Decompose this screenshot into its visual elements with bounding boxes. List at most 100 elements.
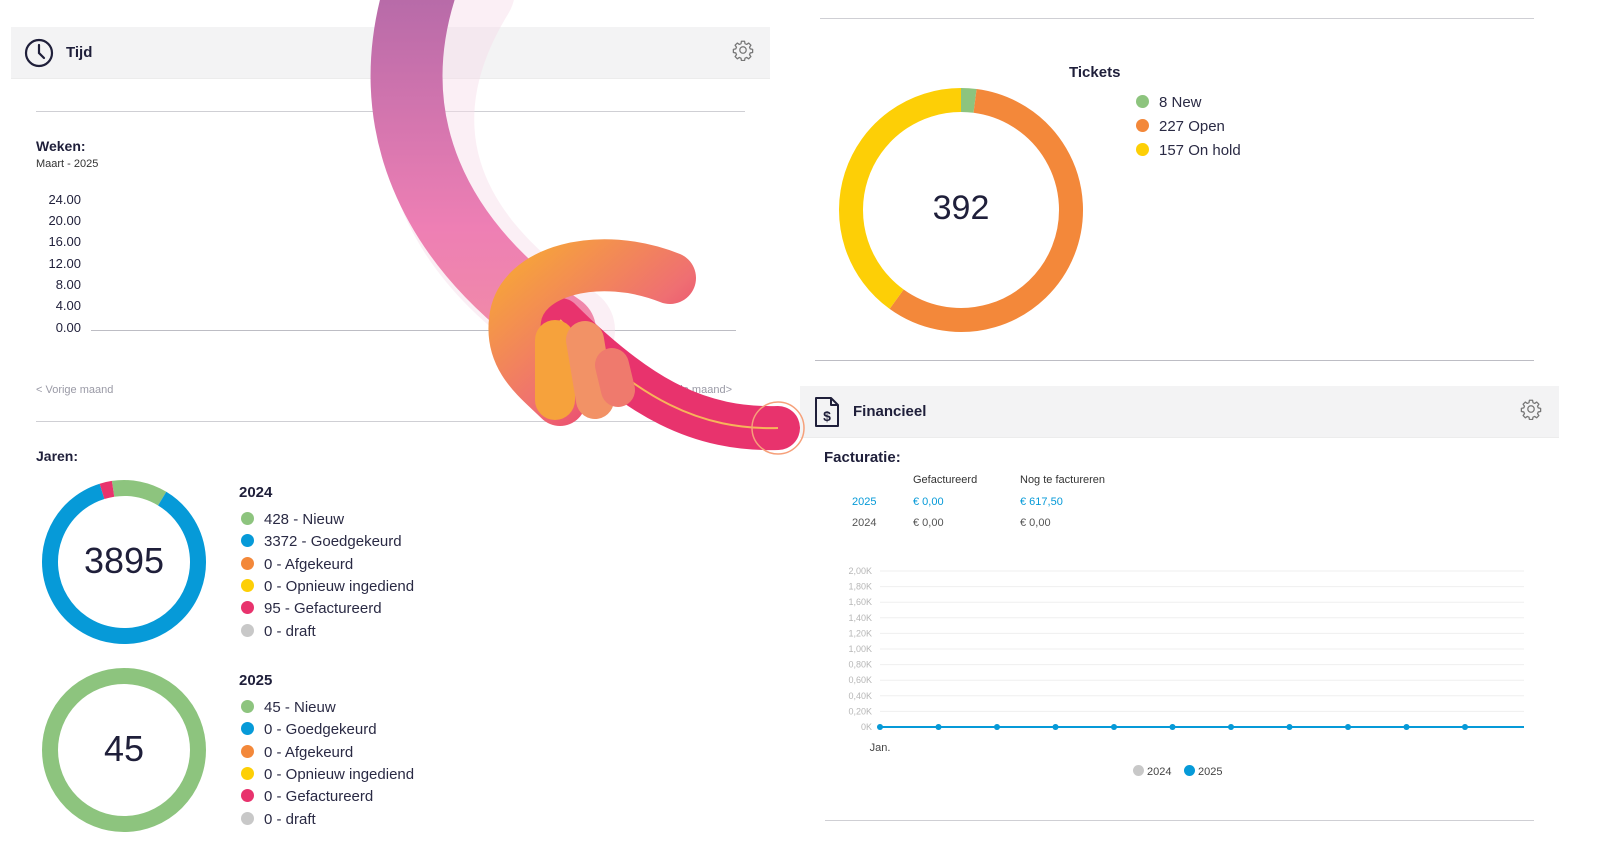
legend-item: 0 - Gefactureerd [241, 788, 373, 805]
weken-label: Weken: [36, 138, 86, 154]
y-tick-label: 1,80K [848, 582, 872, 592]
next-month-link[interactable]: Volgende maand> [643, 384, 732, 396]
legend-item: 95 - Gefactureerd [241, 600, 382, 617]
divider [820, 18, 1534, 19]
prev-month-link[interactable]: < Vorige maand [36, 384, 114, 396]
y-tick-label: 1,00K [848, 644, 872, 654]
legend-dot [241, 766, 254, 780]
tickets-title: Tickets [1069, 64, 1121, 81]
donut-slice [111, 480, 167, 506]
data-point [1345, 724, 1351, 730]
col-header-nog: Nog te factureren [1020, 474, 1105, 486]
y-tick-label: 2,00K [848, 566, 872, 576]
legend-item: 8 New [1136, 94, 1202, 111]
row-year: 2025 [852, 496, 877, 508]
donut-slice [960, 88, 977, 113]
data-point [935, 724, 942, 730]
data-point [877, 724, 883, 730]
legend-item: 157 On hold [1136, 142, 1241, 159]
financieel-header: $ Financieel [800, 386, 1559, 438]
divider [815, 360, 1534, 361]
y-tick: 20.00 [48, 213, 81, 228]
row-year: 2024 [852, 517, 877, 529]
legend-label: 0 - Opnieuw ingediend [264, 577, 415, 595]
legend-dot [241, 744, 254, 758]
invoice-icon: $ [815, 397, 839, 427]
legend-item: 0 - Afgekeurd [241, 556, 353, 573]
legend-label: 45 - Nieuw [264, 699, 336, 716]
divider [825, 820, 1534, 821]
legend-item[interactable]: 2024 [1133, 765, 1171, 778]
legend-item[interactable]: 2025 [1184, 765, 1222, 778]
gear-icon[interactable] [732, 39, 754, 61]
tijd-header: Tijd [11, 27, 770, 79]
row-gefactureerd: € 0,00 [913, 496, 944, 508]
legend-label: 0 - Afgekeurd [264, 743, 354, 761]
y-tick: 12.00 [48, 256, 81, 271]
legend-dot [241, 578, 254, 592]
tickets-donut [839, 88, 1083, 332]
y-tick-label: 0,60K [848, 675, 872, 685]
col-header-gefactureerd: Gefactureerd [913, 474, 978, 486]
legend-dot [241, 534, 254, 548]
legend-item: 0 - Opnieuw ingediend [241, 578, 414, 595]
legend-item: 0 - draft [241, 623, 316, 640]
data-point [1228, 724, 1234, 730]
legend-label: 0 - Gefactureerd [264, 788, 374, 806]
y-tick-label: 1,40K [848, 613, 872, 623]
legend-item: 0 - Afgekeurd [241, 744, 353, 761]
row-nog: € 0,00 [1020, 517, 1051, 529]
y-tick: 0.00 [55, 320, 81, 335]
legend-dot [241, 556, 254, 570]
legend-label: 95 - Gefactureerd [264, 600, 382, 618]
row-nog: € 617,50 [1020, 496, 1063, 508]
legend-item: 0 - Opnieuw ingediend [241, 766, 414, 783]
legend-label: 0 - draft [264, 810, 316, 828]
donut-2024 [42, 480, 206, 644]
legend-label: 157 On hold [1159, 142, 1241, 159]
year-2024-title: 2024 [239, 484, 273, 501]
right-panel: Tickets 392 8 New 227 Open 157 On hold $ F… [800, 0, 1559, 861]
data-point [1169, 724, 1176, 730]
clock-icon [24, 38, 54, 68]
x-tick-label: Jan. [870, 742, 891, 754]
legend-dot [1136, 95, 1149, 108]
year-2025-title: 2025 [239, 672, 273, 689]
legend-dot [241, 789, 254, 803]
x-axis-line [91, 330, 736, 331]
y-tick-label: 0,80K [848, 660, 872, 670]
legend-item: 3372 - Goedgekeurd [241, 533, 402, 550]
tijd-panel: Tijd Weken: Maart - 2025 24.00 20.00 16.… [11, 27, 770, 861]
legend-label: 0 - Goedgekeurd [264, 721, 377, 739]
y-tick-label: 1,20K [848, 628, 872, 638]
y-tick-label: 0,40K [848, 691, 872, 701]
legend-item: 0 - draft [241, 811, 316, 828]
tijd-title: Tijd [66, 44, 93, 61]
data-point [1286, 724, 1293, 730]
y-tick: 8.00 [55, 277, 81, 292]
donut-2024-total: 3895 [83, 540, 165, 581]
legend-item: 0 - Goedgekeurd [241, 721, 377, 738]
legend-dot [241, 722, 254, 736]
legend-label: 2024 [1147, 766, 1172, 778]
divider [36, 111, 745, 112]
legend-item: 227 Open [1136, 118, 1225, 135]
legend-item: 45 - Nieuw [241, 699, 336, 716]
donut-slice [42, 483, 206, 644]
gear-icon[interactable] [1520, 398, 1542, 420]
donut-slice [839, 88, 962, 309]
legend-dot [1136, 119, 1149, 132]
period-label: Maart - 2025 [36, 158, 99, 170]
legend-dot [241, 601, 254, 615]
legend-dot [1136, 143, 1149, 156]
legend-dot [241, 811, 254, 825]
legend-dot [241, 512, 254, 525]
facturatie-label: Facturatie: [824, 449, 901, 466]
data-point [1111, 724, 1117, 730]
donut-2025-total: 45 [103, 728, 145, 769]
y-tick-label: 0,20K [848, 706, 872, 716]
financieel-title: Financieel [853, 403, 927, 420]
legend-label: 8 New [1159, 94, 1202, 111]
data-point [1462, 724, 1468, 730]
y-tick-label: 1,60K [848, 597, 872, 607]
